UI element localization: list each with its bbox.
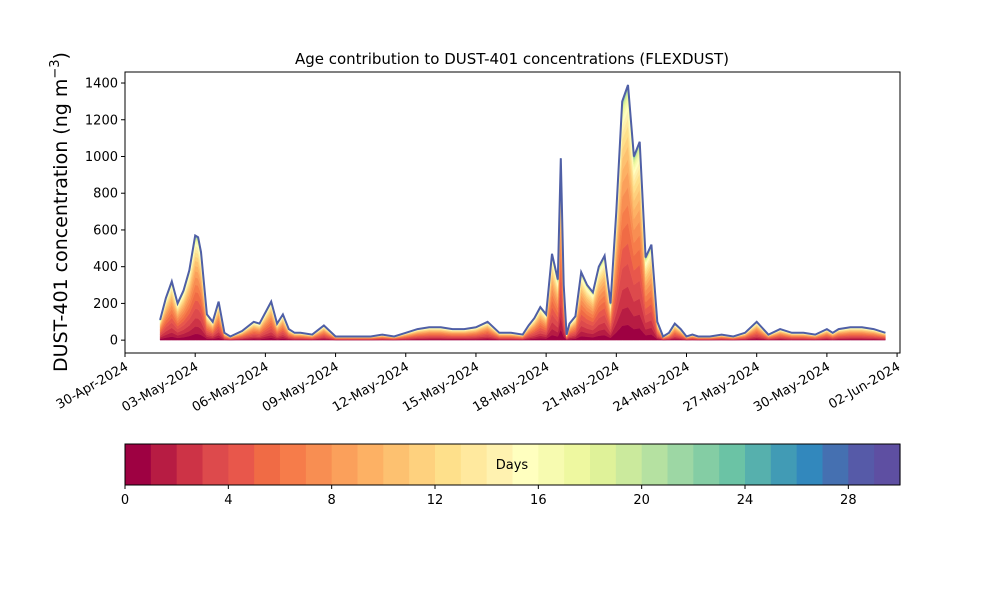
x-tick-label: 24-May-2024 — [611, 359, 693, 415]
colorbar-tick-label: 24 — [737, 493, 754, 508]
age-stacked-areas — [159, 84, 886, 341]
y-axis: 0 200 400 600 800 1000 1200 1400 — [85, 77, 125, 349]
age-layer-day-18 — [159, 92, 886, 337]
colorbar-bin — [331, 444, 359, 485]
x-tick-label: 18-May-2024 — [470, 359, 552, 415]
colorbar-bin — [615, 444, 643, 485]
colorbar-tick-label: 16 — [530, 493, 547, 508]
colorbar-bin — [641, 444, 669, 485]
y-axis-label-close: ) — [50, 52, 72, 59]
x-tick-label: 06-May-2024 — [190, 359, 272, 415]
age-layer-day-25 — [159, 85, 886, 337]
colorbar-bin — [228, 444, 255, 485]
colorbar-tick-label: 8 — [328, 493, 336, 508]
colorbar-bin — [848, 444, 875, 485]
colorbar-ticks: 0 4 8 12 16 20 24 28 — [121, 485, 857, 508]
y-tick-label: 600 — [93, 223, 118, 238]
colorbar-bin — [745, 444, 772, 485]
total-concentration-line — [159, 84, 886, 338]
y-tick-label: 400 — [93, 260, 118, 275]
colorbar-bin — [590, 444, 617, 485]
colorbar-tick-label: 20 — [633, 493, 650, 508]
colorbar-bin — [512, 444, 539, 485]
x-tick-label: 15-May-2024 — [400, 359, 482, 415]
age-layer-day-15 — [159, 103, 886, 338]
colorbar-bin — [125, 444, 152, 485]
colorbar-tick-label: 12 — [427, 493, 444, 508]
colorbar-bin — [770, 444, 798, 485]
age-layer-day-26 — [159, 84, 886, 337]
colorbar-bin — [254, 444, 281, 485]
x-tick-label: 09-May-2024 — [260, 359, 342, 415]
colorbar-bin — [409, 444, 436, 485]
x-tick-label: 21-May-2024 — [541, 359, 623, 415]
colorbar-bin — [357, 444, 384, 485]
age-layer-day-21 — [159, 87, 886, 337]
y-tick-label: 0 — [110, 334, 118, 349]
chart-title: Age contribution to DUST-401 concentrati… — [295, 50, 729, 68]
age-layer-day-17 — [159, 95, 886, 337]
colorbar-tick-label: 0 — [121, 493, 129, 508]
plot-frame — [124, 71, 901, 354]
age-layer-day-24 — [159, 85, 886, 337]
x-tick-label: 30-May-2024 — [751, 359, 833, 415]
y-tick-label: 800 — [93, 187, 118, 202]
y-tick-label: 200 — [93, 297, 118, 312]
colorbar-bin — [719, 444, 746, 485]
colorbar-bins — [125, 444, 901, 485]
colorbar-bin — [176, 444, 204, 485]
colorbar-bin — [796, 444, 824, 485]
colorbar-bin — [486, 444, 514, 485]
age-layer-day-22 — [159, 86, 886, 337]
colorbar-frame — [124, 443, 901, 486]
colorbar-label: Days — [496, 458, 529, 473]
age-layer-day-16 — [159, 98, 886, 337]
colorbar-bin — [383, 444, 410, 485]
colorbar-bin — [667, 444, 694, 485]
colorbar-bin — [305, 444, 333, 485]
age-layer-day-19 — [159, 89, 886, 337]
colorbar-tick-label: 28 — [840, 493, 857, 508]
colorbar-bin — [460, 444, 488, 485]
x-tick-label: 03-May-2024 — [120, 359, 202, 415]
y-axis-label: DUST-401 concentration (ng m−3) — [48, 52, 72, 372]
colorbar-bin — [822, 444, 849, 485]
age-layer-day-27 — [159, 84, 886, 337]
colorbar-bin — [435, 444, 462, 485]
colorbar: Days 0 4 8 12 16 20 24 28 — [121, 443, 901, 508]
x-tick-label: 02-Jun-2024 — [826, 359, 903, 412]
y-axis-label-main: DUST-401 concentration (ng m — [50, 79, 72, 372]
age-layer-day-20 — [159, 88, 886, 337]
colorbar-bin — [202, 444, 229, 485]
colorbar-bin — [874, 444, 901, 485]
colorbar-tick-label: 4 — [224, 493, 232, 508]
x-tick-label: 27-May-2024 — [681, 359, 763, 415]
age-layer-day-23 — [159, 85, 886, 337]
colorbar-bin — [538, 444, 565, 485]
y-tick-label: 1400 — [85, 77, 118, 92]
y-axis-label-exponent: −3 — [48, 59, 63, 78]
colorbar-bin — [564, 444, 591, 485]
x-axis: 30-Apr-202403-May-202406-May-202409-May-… — [54, 353, 903, 415]
age-layer-day-14 — [159, 110, 886, 338]
colorbar-bin — [150, 444, 178, 485]
x-tick-label: 12-May-2024 — [330, 359, 412, 415]
y-tick-label: 1200 — [85, 113, 118, 128]
y-tick-label: 1000 — [85, 150, 118, 165]
colorbar-bin — [280, 444, 307, 485]
colorbar-bin — [693, 444, 720, 485]
